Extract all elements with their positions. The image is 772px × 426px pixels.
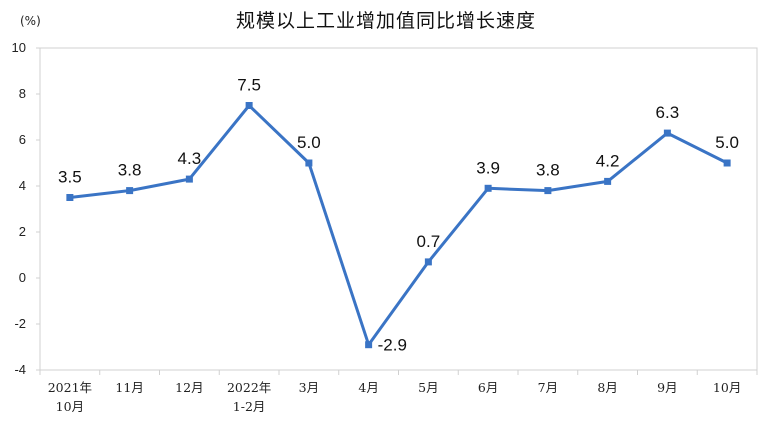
x-tick-label: 8月: [597, 380, 617, 395]
series-line: [69, 104, 728, 347]
data-point: [66, 194, 74, 201]
data-point: [245, 102, 253, 109]
x-tick-label: 6月: [478, 380, 498, 395]
x-tick-label: 7月: [538, 380, 558, 395]
x-tick-label: 1-2月: [233, 399, 266, 414]
y-tick-label: 4: [19, 178, 26, 193]
x-tick-label: 10月: [713, 380, 741, 395]
data-label: 3.9: [476, 158, 500, 177]
data-point: [424, 258, 432, 266]
y-unit-label: (%): [20, 14, 41, 28]
x-tick-label: 4月: [358, 380, 378, 395]
data-label: 0.7: [417, 232, 441, 251]
data-label: 3.8: [536, 161, 560, 180]
x-tick-label: 10月: [56, 399, 84, 414]
y-tick-label: -2: [14, 316, 26, 331]
data-label: 4.2: [596, 151, 620, 170]
data-point: [126, 187, 134, 195]
data-label: 7.5: [237, 76, 261, 95]
x-tick-label: 5月: [418, 380, 438, 395]
data-label: -2.9: [378, 336, 407, 355]
data-label: 6.3: [656, 103, 680, 122]
x-tick-label: 9月: [657, 380, 677, 395]
data-point: [484, 184, 492, 192]
data-label: 3.5: [58, 168, 82, 187]
y-tick-label: 6: [19, 132, 26, 147]
y-tick-label: 2: [19, 224, 26, 239]
x-tick-label: 12月: [175, 380, 203, 395]
y-tick-label: 10: [12, 40, 26, 55]
data-point: [604, 177, 612, 185]
x-tick-label: 11月: [115, 380, 143, 395]
data-point: [365, 341, 373, 349]
y-tick-label: -4: [14, 362, 26, 377]
chart-title: 规模以上工业增加值同比增长速度: [235, 10, 536, 32]
y-tick-label: 0: [19, 270, 26, 285]
x-tick-label: 3月: [299, 380, 319, 395]
data-point: [185, 175, 193, 183]
data-point: [663, 129, 671, 137]
data-label: 3.8: [118, 161, 142, 180]
data-point: [723, 159, 731, 167]
data-label: 4.3: [178, 149, 202, 168]
data-label: 5.0: [297, 133, 321, 152]
plot-frame: [39, 47, 758, 371]
y-tick-label: 8: [19, 86, 26, 101]
data-point: [544, 187, 552, 195]
x-tick-label: 2022年: [227, 380, 271, 395]
data-point: [305, 159, 313, 167]
data-label: 5.0: [715, 133, 739, 152]
x-tick-label: 2021年: [48, 380, 92, 395]
